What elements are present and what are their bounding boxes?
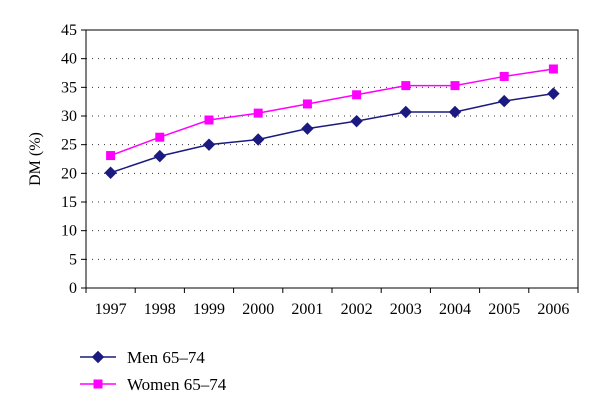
y-tick-label: 5 bbox=[69, 251, 77, 268]
data-point bbox=[204, 115, 214, 125]
data-point bbox=[253, 108, 263, 118]
data-point bbox=[497, 94, 511, 108]
x-tick-label: 2005 bbox=[488, 301, 520, 318]
legend: Men 65–74 Women 65–74 bbox=[80, 348, 227, 394]
series-line bbox=[110, 68, 554, 157]
x-tick-label: 1999 bbox=[193, 301, 225, 318]
data-point bbox=[350, 114, 363, 128]
x-tick-label: 2002 bbox=[341, 301, 373, 318]
data-point bbox=[450, 81, 460, 91]
y-tick-label: 10 bbox=[61, 223, 77, 240]
series-line bbox=[110, 92, 554, 174]
data-point bbox=[104, 166, 117, 179]
data-point bbox=[499, 71, 509, 81]
x-tick-label: 1997 bbox=[95, 301, 127, 318]
gridlines bbox=[86, 29, 578, 260]
y-tick-label: 45 bbox=[61, 22, 77, 39]
data-point bbox=[547, 87, 560, 100]
series-2 bbox=[106, 64, 558, 161]
data-point bbox=[106, 151, 116, 161]
y-tick-label: 25 bbox=[61, 137, 77, 154]
data-point bbox=[251, 133, 265, 146]
series-1 bbox=[104, 87, 560, 179]
x-tick-label: 1998 bbox=[144, 301, 176, 318]
y-tick-label: 35 bbox=[61, 79, 77, 96]
data-point bbox=[301, 122, 314, 135]
y-axis-ticks: 0 5 10 15 20 25 30 35 40 45 bbox=[61, 22, 86, 297]
data-point bbox=[202, 138, 216, 151]
x-tick-label: 2006 bbox=[537, 301, 569, 318]
legend-item: Men 65–74 bbox=[80, 348, 205, 367]
data-point bbox=[448, 105, 462, 119]
data-point bbox=[399, 105, 413, 119]
legend-marker bbox=[93, 379, 103, 389]
legend-marker bbox=[91, 350, 105, 364]
x-tick-label: 2001 bbox=[291, 301, 323, 318]
legend-label: Women 65–74 bbox=[127, 375, 227, 394]
y-tick-label: 20 bbox=[61, 165, 77, 182]
data-point bbox=[155, 132, 165, 142]
x-tick-label: 2000 bbox=[242, 301, 274, 318]
data-point bbox=[302, 99, 312, 109]
legend-item: Women 65–74 bbox=[80, 375, 227, 394]
y-tick-label: 30 bbox=[61, 108, 77, 125]
data-point bbox=[401, 81, 411, 91]
x-axis-ticks: 1997 1998 1999 2000 2001 2002 2003 2004 2005 2006 bbox=[85, 288, 579, 318]
x-tick-label: 2004 bbox=[439, 301, 471, 318]
x-tick-label: 2003 bbox=[390, 301, 422, 318]
y-tick-label: 15 bbox=[61, 194, 77, 211]
y-axis-label: DM (%) bbox=[27, 132, 44, 186]
y-tick-label: 40 bbox=[61, 51, 77, 68]
data-point bbox=[548, 64, 558, 74]
series-layer bbox=[104, 64, 560, 179]
data-point bbox=[153, 149, 167, 163]
data-point bbox=[352, 90, 362, 100]
legend-label: Men 65–74 bbox=[127, 348, 205, 367]
y-tick-label: 0 bbox=[69, 280, 77, 297]
